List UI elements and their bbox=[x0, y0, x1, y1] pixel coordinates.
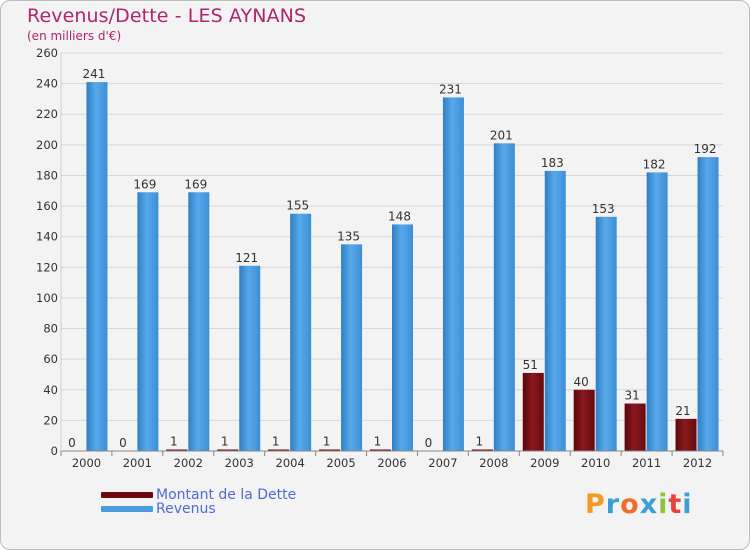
x-tick-label: 2009 bbox=[530, 456, 559, 470]
bar-revenus bbox=[86, 82, 108, 451]
x-tick-label: 2000 bbox=[72, 456, 101, 470]
y-tick-label: 180 bbox=[36, 168, 58, 182]
bar-dette bbox=[522, 372, 544, 451]
y-tick-label: 200 bbox=[36, 138, 58, 152]
data-label-dette: 1 bbox=[272, 434, 280, 448]
legend-swatch-revenus bbox=[101, 506, 153, 512]
chart-subtitle: (en milliers d'€) bbox=[27, 29, 122, 43]
data-label-dette: 31 bbox=[624, 389, 639, 403]
bar-dette bbox=[370, 449, 391, 451]
y-tick-label: 240 bbox=[36, 77, 58, 91]
y-tick-label: 120 bbox=[36, 260, 58, 274]
data-label-revenus: 121 bbox=[235, 251, 258, 265]
bar-revenus bbox=[239, 265, 261, 451]
x-tick-label: 2002 bbox=[174, 456, 203, 470]
bar-revenus bbox=[646, 172, 668, 451]
bar-dette bbox=[624, 403, 646, 451]
data-label-revenus: 169 bbox=[184, 177, 207, 191]
data-label-revenus: 169 bbox=[133, 177, 156, 191]
x-tick-label: 2001 bbox=[123, 456, 152, 470]
y-tick-label: 20 bbox=[43, 413, 58, 427]
bar-revenus bbox=[290, 213, 312, 451]
logo-letter: P bbox=[585, 489, 606, 520]
bar-revenus bbox=[595, 216, 617, 451]
legend-swatch-dette bbox=[101, 492, 153, 498]
y-tick-label: 60 bbox=[43, 352, 58, 366]
logo-letter: o bbox=[620, 489, 640, 520]
bar-revenus bbox=[188, 192, 210, 452]
legend-label-dette: Montant de la Dette bbox=[156, 487, 297, 503]
data-label-revenus: 135 bbox=[337, 229, 360, 243]
data-label-dette: 1 bbox=[221, 434, 229, 448]
data-label-dette: 1 bbox=[323, 434, 331, 448]
bar-revenus bbox=[137, 192, 159, 452]
legend-item-revenus: Revenus bbox=[101, 501, 216, 517]
data-label-revenus: 183 bbox=[541, 156, 564, 170]
logo-letter: i bbox=[682, 489, 693, 520]
bar-revenus bbox=[544, 170, 566, 451]
x-tick-label: 2003 bbox=[225, 456, 254, 470]
x-tick-label: 2008 bbox=[479, 456, 508, 470]
bar-revenus bbox=[341, 244, 363, 451]
data-label-dette: 1 bbox=[476, 434, 484, 448]
data-label-dette: 0 bbox=[119, 436, 127, 450]
bar-dette bbox=[675, 418, 697, 451]
y-tick-label: 220 bbox=[36, 107, 58, 121]
y-tick-label: 100 bbox=[36, 291, 58, 305]
y-tick-label: 140 bbox=[36, 230, 58, 244]
y-tick-label: 260 bbox=[36, 46, 58, 60]
bar-revenus bbox=[442, 97, 464, 452]
data-label-revenus: 155 bbox=[286, 199, 309, 213]
chart-title: Revenus/Dette - LES AYNANS bbox=[27, 5, 307, 27]
logo-letter: i bbox=[658, 489, 669, 520]
x-tick-label: 2007 bbox=[428, 456, 457, 470]
data-label-revenus: 192 bbox=[694, 142, 717, 156]
x-tick-label: 2012 bbox=[683, 456, 712, 470]
x-tick-label: 2006 bbox=[377, 456, 406, 470]
data-label-revenus: 201 bbox=[490, 128, 513, 142]
y-tick-label: 40 bbox=[43, 383, 58, 397]
x-tick-label: 2005 bbox=[326, 456, 355, 470]
bar-dette bbox=[471, 449, 493, 451]
y-tick-label: 80 bbox=[43, 322, 58, 336]
data-label-dette: 1 bbox=[170, 434, 178, 448]
data-label-revenus: 241 bbox=[83, 67, 106, 81]
bar-revenus bbox=[697, 157, 719, 452]
logo-letter: x bbox=[639, 489, 659, 520]
data-label-dette: 1 bbox=[374, 434, 382, 448]
x-tick-label: 2004 bbox=[276, 456, 305, 470]
data-label-dette: 0 bbox=[68, 436, 76, 450]
x-tick-label: 2011 bbox=[632, 456, 661, 470]
data-label-dette: 51 bbox=[523, 358, 538, 372]
legend-item-dette: Montant de la Dette bbox=[101, 487, 296, 503]
data-label-revenus: 148 bbox=[388, 209, 411, 223]
bar-revenus bbox=[493, 143, 515, 452]
data-label-dette: 40 bbox=[574, 375, 589, 389]
bar-dette bbox=[217, 449, 239, 451]
data-label-revenus: 182 bbox=[643, 157, 666, 171]
x-tick-label: 2010 bbox=[581, 456, 610, 470]
logo-letter: r bbox=[605, 489, 621, 520]
bar-dette bbox=[268, 449, 290, 451]
y-tick-label: 160 bbox=[36, 199, 58, 213]
bar-dette bbox=[166, 449, 188, 451]
data-label-revenus: 153 bbox=[592, 202, 615, 216]
data-label-dette: 0 bbox=[425, 436, 433, 450]
bar-dette bbox=[573, 389, 595, 451]
data-label-dette: 21 bbox=[675, 404, 690, 418]
logo-letter: t bbox=[668, 489, 683, 520]
bar-dette bbox=[319, 449, 341, 451]
data-label-revenus: 231 bbox=[439, 82, 462, 96]
y-tick-label: 0 bbox=[51, 444, 58, 458]
legend-label-revenus: Revenus bbox=[156, 501, 216, 517]
proxiti-logo: Proxiti bbox=[585, 489, 693, 520]
bar-revenus bbox=[392, 224, 413, 451]
